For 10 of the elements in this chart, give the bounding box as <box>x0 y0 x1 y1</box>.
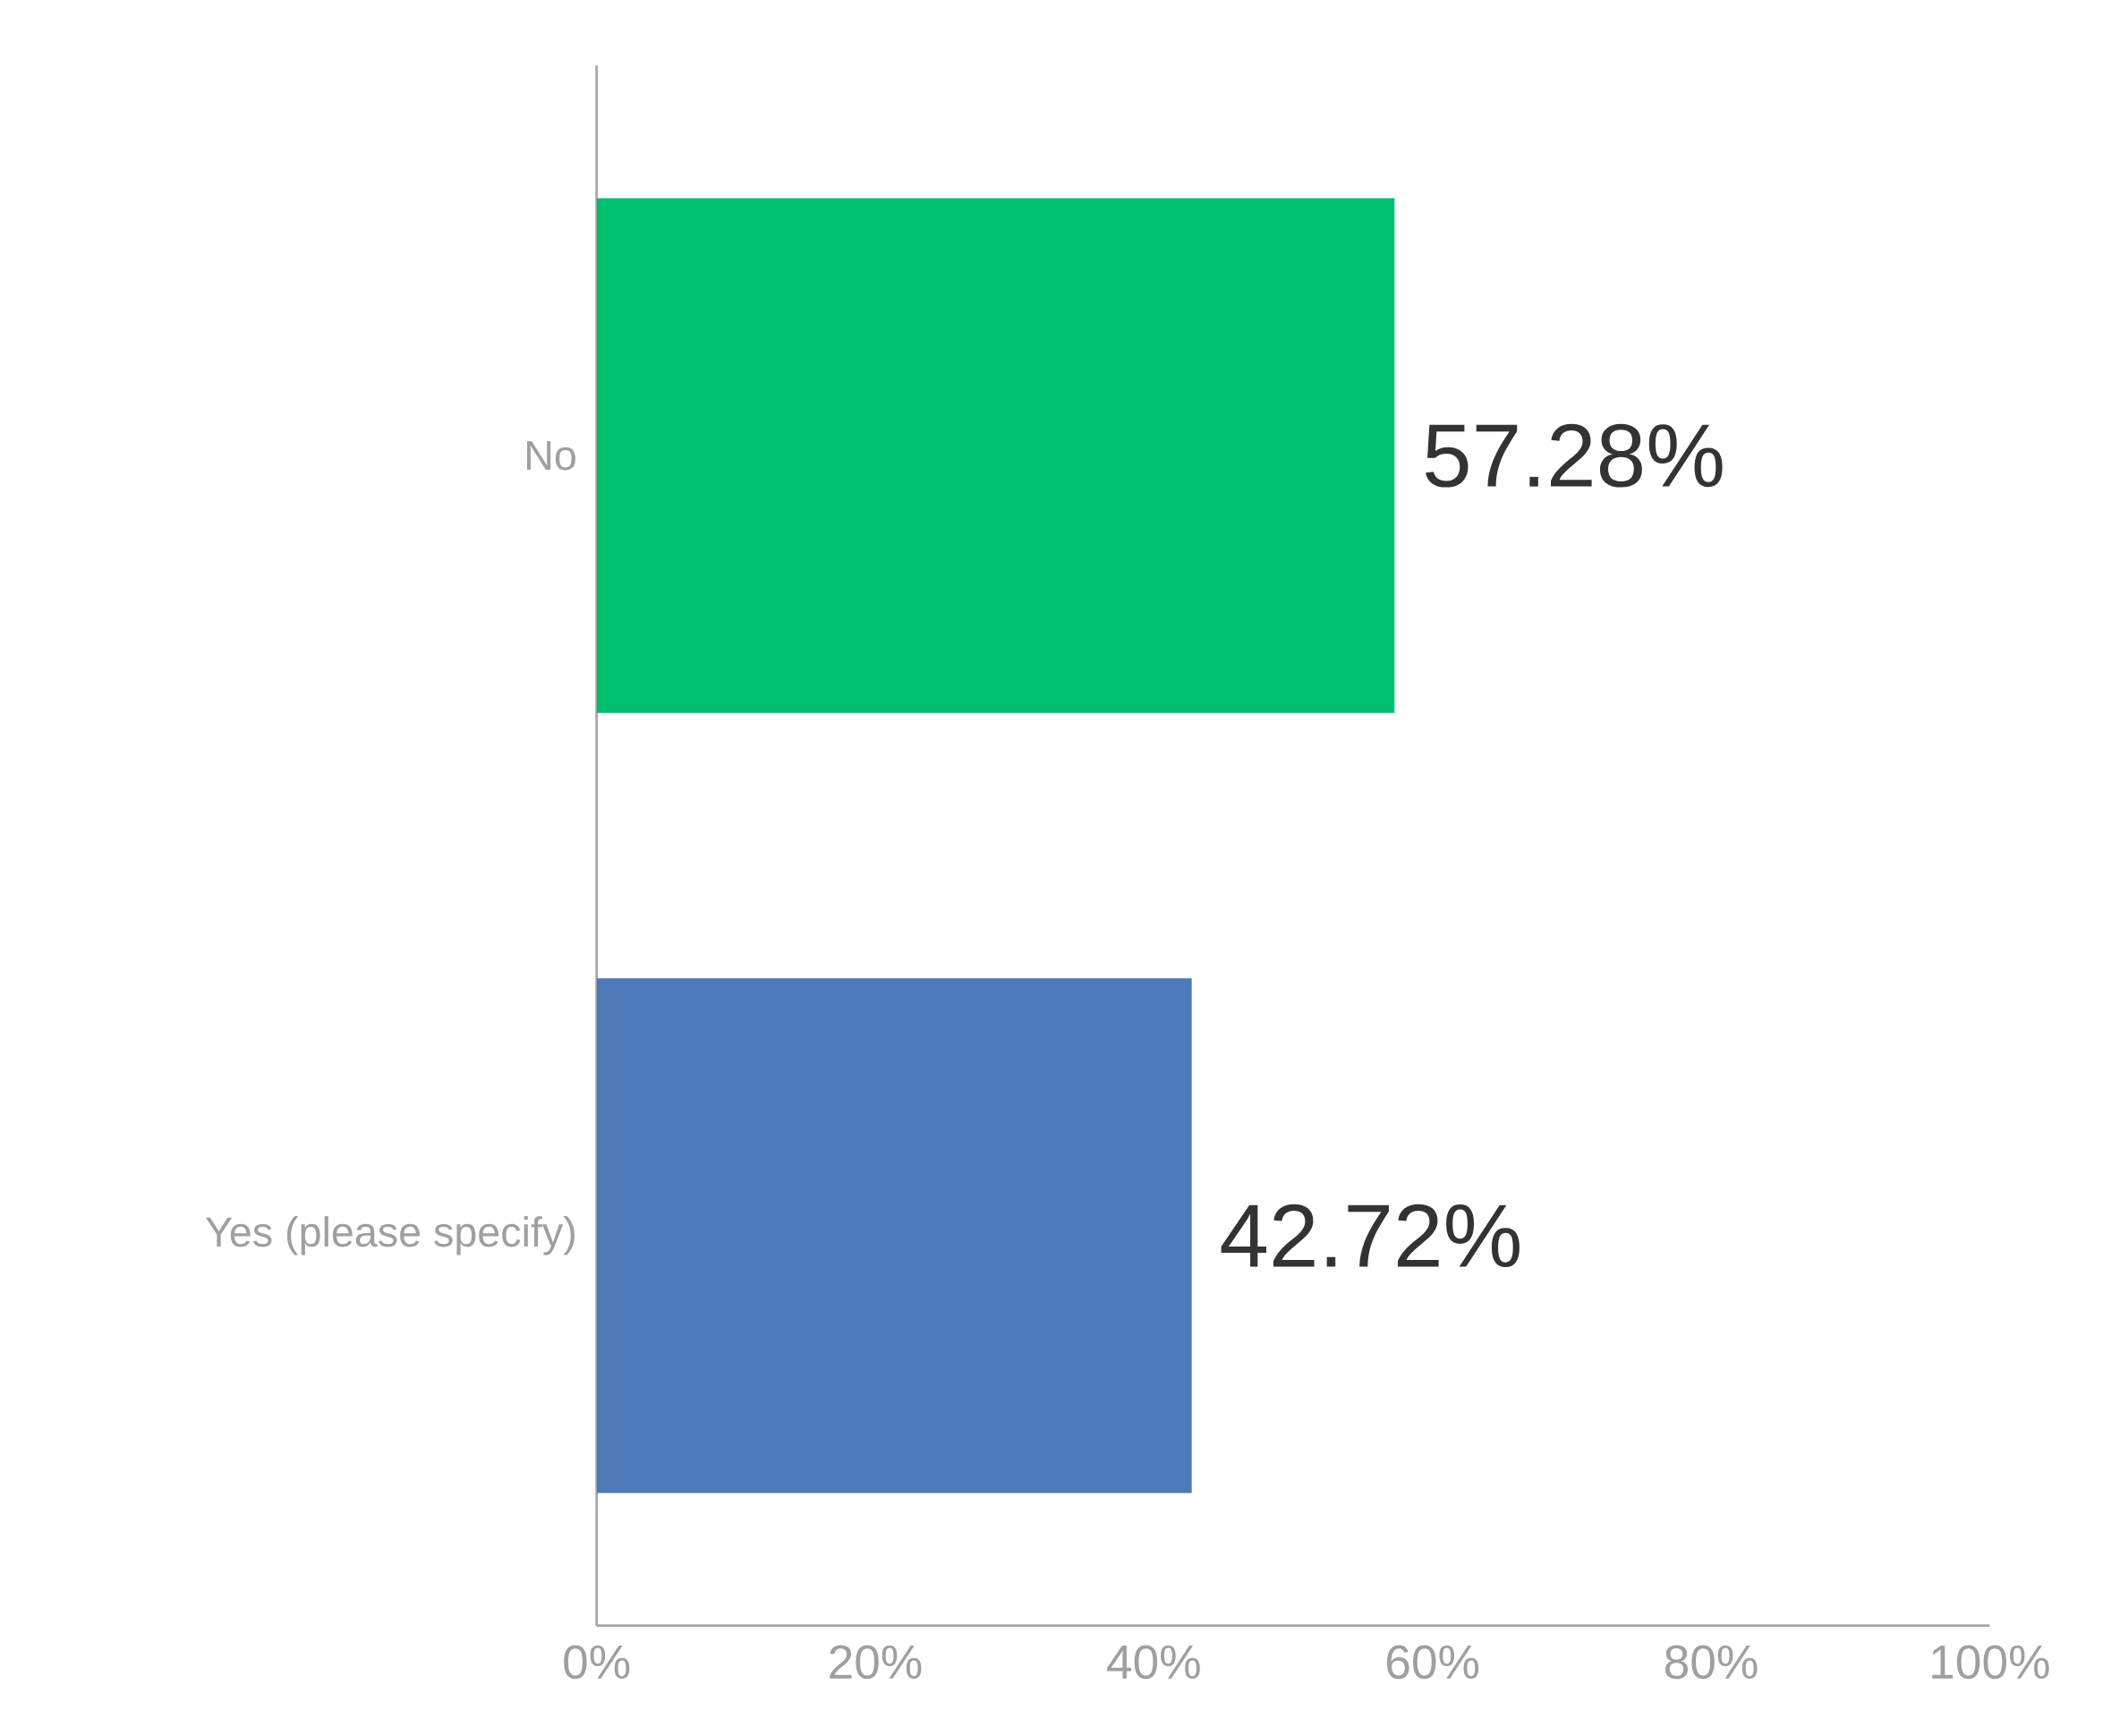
x-tick-label: 20% <box>830 1645 922 1680</box>
x-tick-label: 100% <box>1932 1645 2049 1680</box>
x-tick-label: 80% <box>1665 1645 1758 1680</box>
y-tick-label: No <box>527 440 575 471</box>
data-label: 42.72% <box>1221 1204 1520 1268</box>
data-label: 57.28% <box>1426 423 1723 488</box>
x-tick-label: 60% <box>1387 1645 1479 1680</box>
x-tick-label: 0% <box>564 1645 630 1680</box>
y-tick-label: Yes (please specify) <box>206 1216 575 1255</box>
x-tick-label: 40% <box>1107 1645 1200 1680</box>
